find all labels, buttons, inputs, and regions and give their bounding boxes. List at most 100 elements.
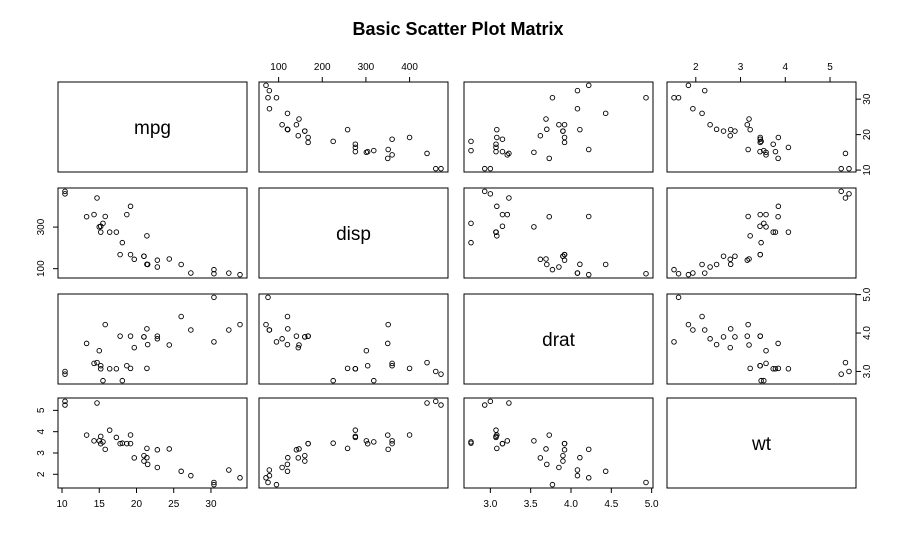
data-point-mpg-vs-drat xyxy=(560,128,566,134)
data-point-wt-vs-mpg xyxy=(188,472,194,479)
panel-mpg-drat xyxy=(463,81,654,173)
data-point-wt-vs-disp xyxy=(302,458,308,464)
data-point-mpg-vs-wt xyxy=(685,82,692,89)
data-point-disp-vs-drat xyxy=(499,223,506,229)
data-point-wt-vs-disp xyxy=(389,438,395,444)
data-point-disp-vs-wt xyxy=(757,251,763,258)
data-point-disp-vs-drat xyxy=(577,261,583,268)
data-point-drat-vs-disp xyxy=(296,342,302,348)
data-point-wt-vs-mpg xyxy=(154,464,161,471)
data-point-wt-vs-drat xyxy=(494,445,500,452)
data-point-disp-vs-wt xyxy=(685,271,692,278)
data-point-mpg-vs-drat xyxy=(585,82,592,89)
data-point-drat-vs-mpg xyxy=(144,341,151,348)
variable-label-drat: drat xyxy=(542,330,575,351)
data-point-mpg-vs-disp xyxy=(385,146,391,153)
data-point-mpg-vs-disp xyxy=(424,150,430,157)
data-point-disp-vs-wt xyxy=(757,211,763,218)
data-point-drat-vs-wt xyxy=(763,360,769,367)
data-point-drat-vs-disp xyxy=(363,347,370,354)
data-point-mpg-vs-drat xyxy=(544,126,550,133)
data-point-mpg-vs-wt xyxy=(727,132,734,139)
data-point-mpg-vs-drat xyxy=(561,139,568,146)
data-point-drat-vs-mpg xyxy=(83,340,90,347)
data-point-mpg-vs-drat xyxy=(556,121,562,128)
panel-disp-mpg xyxy=(57,187,248,279)
data-point-disp-vs-drat xyxy=(549,266,556,273)
data-point-mpg-vs-drat xyxy=(531,149,537,156)
y-tick-label-right-mpg: 30 xyxy=(862,93,873,105)
variable-label-disp: disp xyxy=(336,224,371,245)
data-point-wt-vs-disp xyxy=(295,455,302,461)
data-point-drat-vs-wt xyxy=(671,339,677,345)
panel-disp-wt xyxy=(666,187,857,279)
data-point-wt-vs-disp xyxy=(279,464,285,471)
data-point-disp-vs-wt xyxy=(732,253,738,259)
data-point-mpg-vs-drat xyxy=(487,165,494,172)
data-point-drat-vs-mpg xyxy=(106,366,113,372)
data-point-drat-vs-mpg xyxy=(211,294,217,301)
data-point-mpg-vs-drat xyxy=(546,155,552,162)
panel-drat-mpg xyxy=(57,293,248,385)
data-point-disp-vs-drat xyxy=(585,213,592,220)
data-point-mpg-vs-wt xyxy=(842,150,849,157)
x-tick-label-bottom-drat: 5.0 xyxy=(645,499,659,510)
chart-title: Basic Scatter Plot Matrix xyxy=(352,19,563,39)
data-point-drat-vs-wt xyxy=(761,377,767,384)
x-tick-label-bottom-mpg: 15 xyxy=(94,499,106,510)
x-tick-label-bottom-drat: 4.5 xyxy=(604,499,618,510)
data-point-mpg-vs-drat xyxy=(468,138,474,145)
data-point-mpg-vs-wt xyxy=(757,139,763,146)
data-point-disp-vs-mpg xyxy=(62,188,68,195)
data-point-disp-vs-wt xyxy=(846,191,852,197)
data-point-wt-vs-drat xyxy=(574,472,581,479)
data-point-wt-vs-mpg xyxy=(62,398,68,405)
data-point-drat-vs-mpg xyxy=(131,344,138,351)
data-point-wt-vs-disp xyxy=(406,432,413,438)
data-point-wt-vs-disp xyxy=(363,438,370,444)
data-point-mpg-vs-disp xyxy=(263,82,269,89)
data-point-disp-vs-mpg xyxy=(94,195,100,201)
data-point-disp-vs-mpg xyxy=(166,256,173,262)
data-point-drat-vs-mpg xyxy=(154,336,161,342)
data-point-mpg-vs-drat xyxy=(506,150,512,157)
data-point-mpg-vs-disp xyxy=(389,136,395,142)
y-tick-label-left-disp: 100 xyxy=(36,260,47,277)
data-point-drat-vs-mpg xyxy=(211,339,217,345)
y-tick-label-right-mpg: 20 xyxy=(862,129,873,141)
data-point-disp-vs-wt xyxy=(763,211,769,218)
data-point-disp-vs-drat xyxy=(504,211,511,218)
data-point-drat-vs-disp xyxy=(364,362,371,369)
data-point-wt-vs-drat xyxy=(549,481,556,488)
data-point-disp-vs-mpg xyxy=(91,211,97,218)
data-point-disp-vs-drat xyxy=(544,261,550,268)
data-point-disp-vs-mpg xyxy=(83,213,90,220)
data-point-wt-vs-drat xyxy=(537,455,544,461)
data-point-disp-vs-mpg xyxy=(178,261,184,268)
data-point-mpg-vs-wt xyxy=(838,165,844,172)
data-point-wt-vs-drat xyxy=(494,432,500,438)
data-point-mpg-vs-disp xyxy=(330,138,336,145)
x-tick-label-top-disp: 200 xyxy=(314,62,331,73)
data-point-drat-vs-wt xyxy=(745,321,751,328)
data-point-wt-vs-disp xyxy=(352,427,359,433)
data-point-mpg-vs-disp xyxy=(279,121,285,128)
data-point-disp-vs-mpg xyxy=(124,211,130,218)
data-point-drat-vs-disp xyxy=(389,362,395,369)
data-point-disp-vs-wt xyxy=(758,239,764,246)
data-point-mpg-vs-disp xyxy=(433,165,439,172)
data-point-wt-vs-disp xyxy=(302,452,308,459)
data-point-wt-vs-disp xyxy=(438,402,444,408)
data-point-drat-vs-wt xyxy=(757,362,763,369)
panel-wt-wt xyxy=(666,397,857,489)
data-point-disp-vs-mpg xyxy=(127,251,134,258)
data-point-drat-vs-wt xyxy=(699,313,705,320)
data-point-wt-vs-mpg xyxy=(211,479,217,486)
data-point-wt-vs-mpg xyxy=(83,432,90,438)
data-point-mpg-vs-wt xyxy=(699,110,705,117)
data-point-wt-vs-mpg xyxy=(211,481,217,488)
data-point-drat-vs-disp xyxy=(438,371,444,377)
data-point-drat-vs-mpg xyxy=(117,333,123,339)
data-point-wt-vs-disp xyxy=(284,468,291,475)
